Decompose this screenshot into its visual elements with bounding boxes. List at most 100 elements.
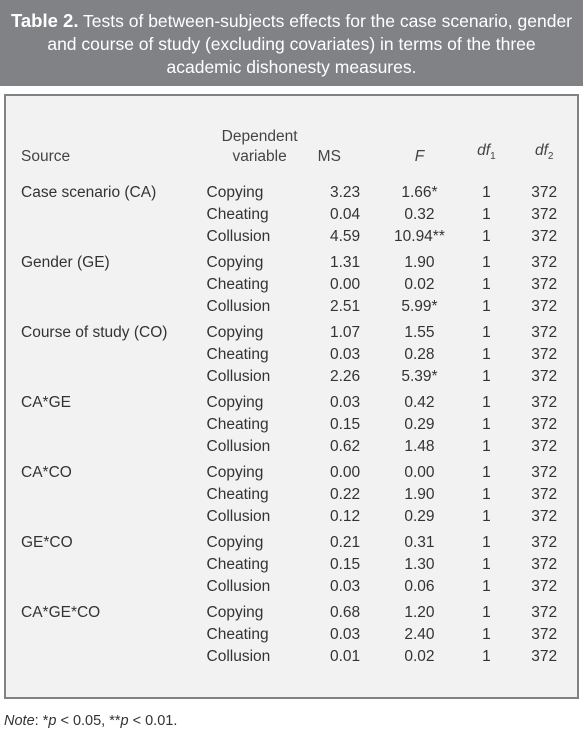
cell-df2: 372	[531, 556, 558, 573]
cell-df2: 372	[531, 276, 558, 293]
cell-ms: 2.26	[329, 368, 361, 385]
cell-df1: 1	[482, 346, 491, 363]
cell-dependent-variable: Cheating	[206, 416, 269, 433]
cell-ms: 2.51	[329, 298, 361, 315]
cell-df2: 372	[531, 534, 558, 551]
cell-df1: 1	[482, 464, 491, 481]
table-row: GE*CO Copying 0.21 0.31 1 372	[21, 528, 577, 554]
cell-df1: 1	[482, 604, 491, 621]
cell-df1: 1	[482, 578, 491, 595]
cell-f: 1.30	[404, 556, 435, 573]
table-caption-text: Tests of between-subjects effects for th…	[47, 11, 573, 77]
cell-df1: 1	[482, 626, 491, 643]
header-f: F	[414, 148, 425, 165]
header-source: Source	[21, 148, 71, 165]
cell-f: 0.06	[404, 578, 435, 595]
header-df2: df2	[534, 141, 554, 162]
cell-source: Course of study (CO)	[21, 324, 168, 341]
cell-df2: 372	[531, 298, 558, 315]
table-row: Cheating 0.00 0.02 1 372	[21, 274, 577, 296]
cell-df2: 372	[531, 578, 558, 595]
cell-ms: 0.03	[329, 394, 361, 411]
cell-dependent-variable: Copying	[206, 324, 264, 341]
cell-source: Case scenario (CA)	[21, 184, 157, 201]
cell-source	[21, 484, 207, 506]
cell-df2: 372	[531, 648, 558, 665]
cell-f: 0.00	[404, 464, 435, 481]
table-row: Cheating 0.15 0.29 1 372	[21, 414, 577, 436]
cell-f: 0.02	[404, 276, 435, 293]
cell-source: CA*CO	[21, 464, 72, 481]
cell-source	[21, 436, 207, 458]
table-row: Cheating 0.15 1.30 1 372	[21, 554, 577, 576]
cell-source	[21, 226, 207, 248]
cell-source	[21, 274, 207, 296]
cell-ms: 0.68	[329, 604, 361, 621]
cell-f: 0.29	[404, 416, 435, 433]
cell-source: Gender (GE)	[21, 254, 110, 271]
cell-dependent-variable: Copying	[206, 254, 264, 271]
cell-source	[21, 646, 207, 668]
table-row: Collusion 0.03 0.06 1 372	[21, 576, 577, 598]
cell-ms: 0.00	[329, 276, 361, 293]
cell-df1: 1	[482, 648, 491, 665]
cell-df1: 1	[482, 368, 491, 385]
cell-dependent-variable: Copying	[206, 394, 264, 411]
cell-df2: 372	[531, 254, 558, 271]
cell-dependent-variable: Cheating	[206, 206, 269, 223]
cell-dependent-variable: Collusion	[206, 508, 271, 525]
cell-df1: 1	[482, 324, 491, 341]
cell-df2: 372	[531, 228, 558, 245]
cell-ms: 1.07	[329, 324, 361, 341]
cell-ms: 0.22	[329, 486, 361, 503]
cell-df1: 1	[482, 394, 491, 411]
cell-ms: 3.23	[329, 184, 361, 201]
cell-dependent-variable: Cheating	[206, 346, 269, 363]
table-row: Course of study (CO) Copying 1.07 1.55 1 372	[21, 318, 577, 344]
cell-f: 1.90	[404, 254, 435, 271]
cell-f: 0.02	[404, 648, 435, 665]
table-row: Cheating 0.22 1.90 1 372	[21, 484, 577, 506]
cell-source	[21, 576, 207, 598]
header-df1: df1	[477, 141, 496, 162]
cell-df2: 372	[531, 604, 558, 621]
cell-dependent-variable: Collusion	[206, 648, 271, 665]
cell-dependent-variable: Copying	[206, 464, 264, 481]
cell-f: 0.31	[404, 534, 435, 551]
cell-f: 0.42	[404, 394, 435, 411]
cell-f: 1.66*	[401, 184, 438, 201]
cell-source	[21, 506, 207, 528]
cell-source: CA*GE	[21, 394, 71, 411]
cell-dependent-variable: Collusion	[206, 368, 271, 385]
cell-ms: 0.01	[329, 648, 361, 665]
cell-dependent-variable: Copying	[206, 604, 264, 621]
cell-ms: 0.15	[329, 556, 361, 573]
cell-dependent-variable: Collusion	[206, 438, 271, 455]
table-row: Case scenario (CA) Copying 3.23 1.66* 1 372	[21, 174, 577, 204]
table-row: Collusion 2.26 5.39* 1 372	[21, 366, 577, 388]
cell-dependent-variable: Collusion	[206, 228, 271, 245]
cell-df1: 1	[482, 438, 491, 455]
cell-ms: 0.21	[329, 534, 361, 551]
cell-ms: 1.31	[329, 254, 361, 271]
table-row: Gender (GE) Copying 1.31 1.90 1 372	[21, 248, 577, 274]
cell-df2: 372	[531, 416, 558, 433]
cell-ms: 0.03	[329, 626, 361, 643]
cell-dependent-variable: Cheating	[206, 556, 269, 573]
table-row: Collusion 0.01 0.02 1 372	[21, 646, 577, 668]
cell-source: CA*GE*CO	[21, 604, 101, 621]
table-row: Collusion 0.12 0.29 1 372	[21, 506, 577, 528]
cell-df1: 1	[482, 184, 491, 201]
cell-source	[21, 414, 207, 436]
table-panel: Source Dependent variable MS F df1 df2 C…	[4, 94, 579, 699]
cell-df1: 1	[482, 556, 491, 573]
table-row: Collusion 2.51 5.99* 1 372	[21, 296, 577, 318]
cell-dependent-variable: Copying	[206, 184, 264, 201]
table-caption: Table 2. Tests of between-subjects effec…	[0, 0, 583, 86]
cell-f: 1.20	[404, 604, 435, 621]
table-row: Collusion 4.59 10.94** 1 372	[21, 226, 577, 248]
table-row: Cheating 0.03 2.40 1 372	[21, 624, 577, 646]
cell-source	[21, 296, 207, 318]
table-row: Cheating 0.03 0.28 1 372	[21, 344, 577, 366]
cell-dependent-variable: Collusion	[206, 298, 271, 315]
